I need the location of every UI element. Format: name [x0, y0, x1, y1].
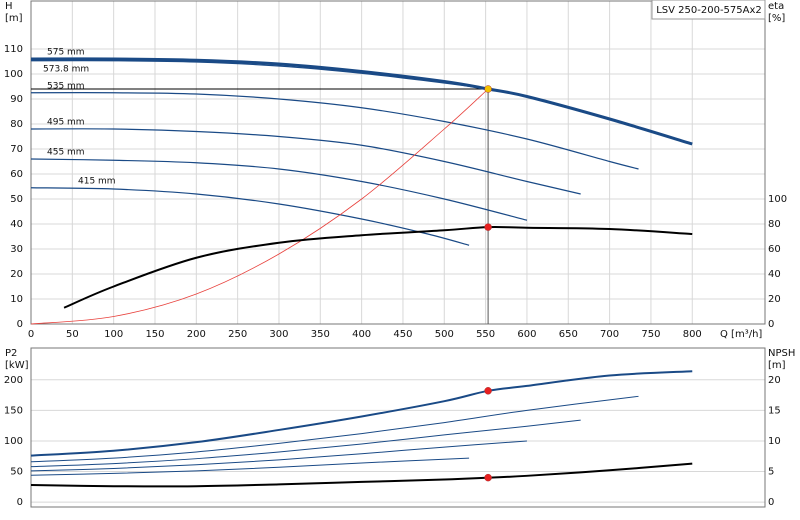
x-tick-label: 800	[683, 329, 702, 340]
x-tick-label: 700	[600, 329, 619, 340]
x-tick-label: 300	[269, 329, 288, 340]
title-box	[651, 0, 766, 20]
y2-tick-label: 40	[768, 269, 781, 280]
y2-tick-label: 60	[768, 244, 781, 255]
x-tick-label: 650	[559, 329, 578, 340]
x-tick-label: 400	[352, 329, 371, 340]
x-tick-label: 150	[145, 329, 164, 340]
curve	[30, 88, 489, 325]
y-tick-label: 60	[10, 169, 23, 180]
y2-tick-label: 15	[768, 405, 781, 416]
y-tick-label: 20	[10, 269, 23, 280]
plot-frame	[30, 0, 766, 325]
x-tick-label: 200	[187, 329, 206, 340]
y-tick-label: 0	[17, 319, 23, 330]
curve-label: 573.8 mm	[43, 64, 89, 74]
y-tick-label: 80	[10, 119, 23, 130]
y-tick-label: 110	[4, 44, 23, 55]
x-tick-label: 500	[435, 329, 454, 340]
curve	[63, 226, 693, 309]
x-tick-label: 250	[228, 329, 247, 340]
y-tick-label: 0	[17, 497, 23, 508]
x-tick-label: 350	[311, 329, 330, 340]
curve	[30, 187, 470, 246]
y-tick-label: 40	[10, 219, 23, 230]
y-tick-label: 200	[4, 375, 23, 386]
x-tick-label: 600	[517, 329, 536, 340]
y-tick-label: 10	[10, 294, 23, 305]
chart-title: LSV 250-200-575Ax2	[656, 5, 762, 16]
curve-label: 415 mm	[78, 176, 116, 186]
y2-tick-label: 5	[768, 467, 774, 478]
curve	[30, 158, 528, 221]
y2-axis-label: [m]	[768, 360, 786, 371]
x-tick-label: 100	[104, 329, 123, 340]
y2-tick-label: 10	[768, 436, 781, 447]
curve	[30, 395, 639, 463]
x-axis-label: Q [m³/h]	[720, 329, 762, 340]
x-tick-label: 0	[28, 329, 34, 340]
curve-label: 575 mm	[47, 48, 85, 58]
x-tick-label: 550	[476, 329, 495, 340]
y2-tick-label: 80	[768, 219, 781, 230]
curve	[30, 419, 581, 468]
duty-marker	[484, 223, 492, 231]
y2-tick-label: 20	[768, 375, 781, 386]
curve	[30, 92, 639, 170]
y-tick-label: 70	[10, 144, 23, 155]
curve	[30, 57, 693, 146]
y-axis-label: [m]	[5, 13, 23, 24]
y-axis-label: P2	[5, 348, 17, 359]
curve	[30, 128, 581, 195]
y-axis-label: [kW]	[5, 360, 29, 371]
x-tick-label: 450	[393, 329, 412, 340]
y2-tick-label: 0	[768, 319, 774, 330]
y2-axis-label: NPSH	[768, 348, 795, 359]
curve	[30, 462, 693, 488]
duty-marker	[484, 85, 492, 93]
y-tick-label: 100	[4, 69, 23, 80]
plot-frame	[30, 347, 766, 508]
y2-tick-label: 100	[768, 194, 787, 205]
y-tick-label: 30	[10, 244, 23, 255]
curve	[30, 440, 527, 472]
y-tick-label: 100	[4, 436, 23, 447]
curve	[30, 60, 489, 90]
y2-axis-label: eta	[768, 1, 784, 12]
y-axis-label: H	[5, 1, 13, 12]
curve-label: 535 mm	[47, 81, 85, 91]
y2-tick-label: 0	[768, 497, 774, 508]
y-tick-label: 50	[10, 194, 23, 205]
y-tick-label: 50	[10, 467, 23, 478]
y2-tick-label: 20	[768, 294, 781, 305]
y-tick-label: 150	[4, 405, 23, 416]
x-tick-label: 750	[641, 329, 660, 340]
y-tick-label: 90	[10, 94, 23, 105]
curve	[30, 457, 470, 476]
curve	[30, 370, 693, 457]
x-tick-label: 50	[66, 329, 79, 340]
curve-label: 495 mm	[47, 118, 85, 128]
duty-marker	[484, 473, 492, 482]
y2-axis-label: [%]	[768, 13, 785, 24]
duty-marker	[484, 387, 492, 395]
curve-label: 455 mm	[47, 148, 85, 158]
